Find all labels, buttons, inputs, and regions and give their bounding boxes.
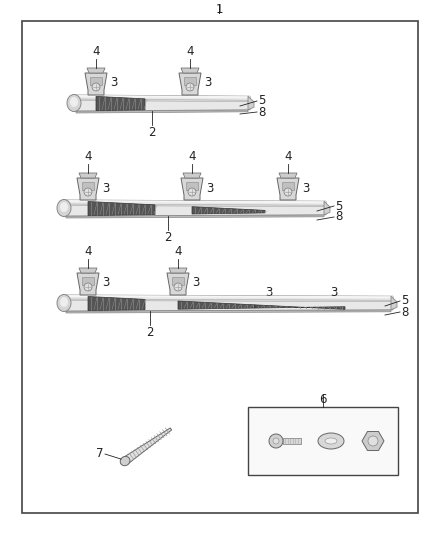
Polygon shape xyxy=(279,173,297,178)
Polygon shape xyxy=(186,182,198,190)
Text: 5: 5 xyxy=(401,295,408,308)
Circle shape xyxy=(174,283,182,291)
Polygon shape xyxy=(63,200,326,216)
Polygon shape xyxy=(63,295,393,311)
Circle shape xyxy=(188,188,196,196)
Ellipse shape xyxy=(120,456,130,466)
Polygon shape xyxy=(77,178,99,200)
Polygon shape xyxy=(73,99,250,102)
Circle shape xyxy=(284,188,292,196)
Polygon shape xyxy=(169,268,187,273)
Text: 1: 1 xyxy=(215,3,223,16)
Polygon shape xyxy=(63,204,326,207)
Polygon shape xyxy=(88,201,155,215)
Text: 2: 2 xyxy=(146,326,154,339)
Polygon shape xyxy=(255,305,345,309)
Text: 4: 4 xyxy=(186,45,194,58)
Polygon shape xyxy=(82,182,94,190)
Polygon shape xyxy=(391,296,397,310)
Ellipse shape xyxy=(269,434,283,448)
Polygon shape xyxy=(63,200,326,203)
Text: 3: 3 xyxy=(302,182,309,195)
Polygon shape xyxy=(66,215,324,218)
Text: 4: 4 xyxy=(92,45,100,58)
Text: 3: 3 xyxy=(265,287,272,300)
Polygon shape xyxy=(181,178,203,200)
Polygon shape xyxy=(282,182,294,190)
Polygon shape xyxy=(63,299,393,302)
Text: 5: 5 xyxy=(335,199,343,213)
Text: 4: 4 xyxy=(84,150,92,163)
Polygon shape xyxy=(73,95,250,98)
Polygon shape xyxy=(85,73,107,95)
Polygon shape xyxy=(63,295,393,298)
Text: 8: 8 xyxy=(401,305,408,319)
Text: 4: 4 xyxy=(84,245,92,258)
Polygon shape xyxy=(179,73,201,95)
Text: 8: 8 xyxy=(335,211,343,223)
Text: 3: 3 xyxy=(102,182,110,195)
Text: 2: 2 xyxy=(164,231,172,244)
Ellipse shape xyxy=(60,202,68,212)
Polygon shape xyxy=(123,428,172,464)
Polygon shape xyxy=(90,77,102,85)
Circle shape xyxy=(368,436,378,446)
Ellipse shape xyxy=(318,433,344,449)
Text: 3: 3 xyxy=(330,287,337,300)
Polygon shape xyxy=(324,201,330,215)
Bar xyxy=(283,438,301,444)
Polygon shape xyxy=(73,95,250,111)
Polygon shape xyxy=(79,268,97,273)
Circle shape xyxy=(186,83,194,91)
Ellipse shape xyxy=(67,94,81,111)
Circle shape xyxy=(84,283,92,291)
Text: 3: 3 xyxy=(110,77,117,90)
Circle shape xyxy=(92,83,100,91)
Polygon shape xyxy=(192,207,265,214)
Polygon shape xyxy=(79,173,97,178)
Polygon shape xyxy=(76,110,248,113)
Polygon shape xyxy=(66,310,391,313)
Text: 3: 3 xyxy=(206,182,213,195)
Text: 6: 6 xyxy=(319,393,327,406)
Text: 2: 2 xyxy=(148,126,156,139)
Text: 4: 4 xyxy=(188,150,196,163)
Polygon shape xyxy=(96,96,145,110)
Polygon shape xyxy=(248,96,254,110)
Ellipse shape xyxy=(273,438,279,444)
Polygon shape xyxy=(82,277,94,285)
Polygon shape xyxy=(178,301,255,309)
Text: 4: 4 xyxy=(174,245,182,258)
Polygon shape xyxy=(88,296,145,311)
Polygon shape xyxy=(172,277,184,285)
Text: 3: 3 xyxy=(204,77,212,90)
Polygon shape xyxy=(184,77,196,85)
Text: 3: 3 xyxy=(102,277,110,289)
Text: 7: 7 xyxy=(95,447,103,459)
Ellipse shape xyxy=(70,97,78,107)
Text: 3: 3 xyxy=(192,277,199,289)
Polygon shape xyxy=(167,273,189,295)
Polygon shape xyxy=(87,68,105,73)
Ellipse shape xyxy=(57,199,71,216)
Circle shape xyxy=(84,188,92,196)
Text: 5: 5 xyxy=(258,94,265,108)
Polygon shape xyxy=(362,432,384,450)
Polygon shape xyxy=(277,178,299,200)
Ellipse shape xyxy=(60,297,68,307)
Ellipse shape xyxy=(57,295,71,311)
Polygon shape xyxy=(181,68,199,73)
Text: 4: 4 xyxy=(284,150,292,163)
Bar xyxy=(248,407,398,475)
Ellipse shape xyxy=(325,438,337,444)
Text: 8: 8 xyxy=(258,106,265,118)
Polygon shape xyxy=(183,173,201,178)
Polygon shape xyxy=(77,273,99,295)
